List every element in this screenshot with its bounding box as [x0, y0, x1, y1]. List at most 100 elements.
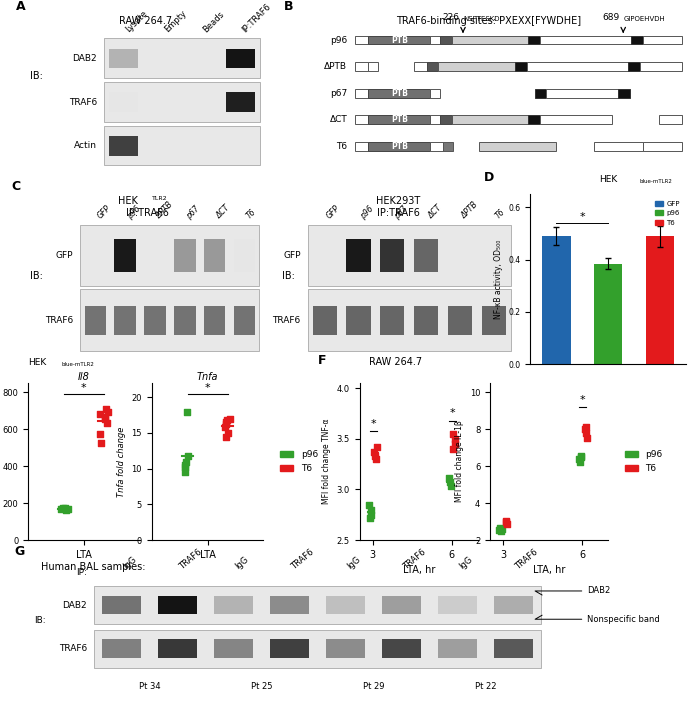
FancyBboxPatch shape: [214, 640, 253, 658]
Text: IgG: IgG: [457, 555, 474, 571]
Point: [179, 462, 190, 473]
FancyBboxPatch shape: [643, 35, 682, 45]
Text: IgG: IgG: [346, 555, 363, 571]
FancyBboxPatch shape: [104, 125, 260, 165]
FancyBboxPatch shape: [326, 640, 365, 658]
FancyBboxPatch shape: [368, 89, 430, 98]
Point: [573, 454, 584, 465]
Point: [102, 406, 113, 418]
FancyBboxPatch shape: [225, 92, 255, 112]
Text: blue-mTLR2: blue-mTLR2: [62, 362, 94, 367]
Point: [222, 415, 233, 426]
Text: Actin: Actin: [74, 141, 97, 150]
Point: [221, 417, 232, 428]
Text: Pt 25: Pt 25: [251, 682, 272, 691]
FancyBboxPatch shape: [494, 640, 533, 658]
FancyBboxPatch shape: [631, 35, 643, 45]
Point: [181, 406, 193, 417]
FancyBboxPatch shape: [308, 225, 510, 286]
Text: GFP: GFP: [56, 251, 74, 260]
Point: [500, 516, 511, 527]
Text: Lysate: Lysate: [124, 9, 149, 34]
FancyBboxPatch shape: [452, 35, 528, 45]
Point: [94, 408, 106, 420]
Point: [448, 428, 459, 440]
Text: 689: 689: [602, 13, 620, 22]
Text: *: *: [81, 383, 87, 393]
Text: TRAF6: TRAF6: [45, 316, 74, 325]
FancyBboxPatch shape: [355, 89, 368, 98]
Point: [581, 428, 592, 439]
Text: 226: 226: [442, 13, 459, 22]
Text: IP:TRAF6: IP:TRAF6: [240, 2, 272, 34]
Text: T6: T6: [336, 142, 347, 151]
Point: [220, 419, 232, 430]
Text: p67: p67: [185, 204, 202, 220]
Text: PTB: PTB: [391, 89, 407, 98]
FancyBboxPatch shape: [540, 35, 631, 45]
FancyBboxPatch shape: [659, 116, 682, 124]
Text: NSPTESKDI: NSPTESKDI: [463, 16, 501, 22]
Text: Pt 34: Pt 34: [139, 682, 160, 691]
Text: TRAF6: TRAF6: [513, 547, 540, 571]
Y-axis label: Tnfa fold change: Tnfa fold change: [117, 426, 126, 497]
Text: TRAF6: TRAF6: [401, 547, 428, 571]
Bar: [542, 236, 570, 364]
FancyBboxPatch shape: [214, 596, 253, 614]
Text: IP:TRAF6: IP:TRAF6: [377, 208, 420, 218]
Text: B: B: [284, 0, 294, 13]
Point: [369, 446, 380, 457]
Point: [220, 431, 232, 442]
FancyBboxPatch shape: [380, 306, 405, 335]
FancyBboxPatch shape: [380, 240, 405, 272]
FancyBboxPatch shape: [174, 240, 195, 272]
Point: [179, 459, 190, 471]
Point: [444, 476, 456, 488]
Point: [581, 432, 592, 444]
Text: p96: p96: [125, 204, 142, 220]
FancyBboxPatch shape: [448, 306, 472, 335]
FancyBboxPatch shape: [547, 89, 618, 98]
Point: [182, 450, 193, 462]
FancyBboxPatch shape: [104, 82, 260, 121]
Text: IB:: IB:: [281, 271, 295, 281]
Text: D: D: [484, 171, 494, 184]
Text: GFP: GFP: [325, 203, 342, 220]
FancyBboxPatch shape: [355, 62, 368, 71]
FancyBboxPatch shape: [158, 640, 197, 658]
Text: HEK293T: HEK293T: [377, 196, 421, 206]
Point: [494, 522, 505, 533]
FancyBboxPatch shape: [440, 35, 452, 45]
Point: [100, 411, 111, 423]
Text: GFP: GFP: [284, 251, 301, 260]
Point: [450, 438, 461, 450]
Point: [370, 453, 382, 464]
Text: *: *: [580, 395, 585, 405]
FancyBboxPatch shape: [368, 62, 378, 71]
Point: [99, 413, 110, 425]
FancyBboxPatch shape: [438, 62, 515, 71]
Point: [369, 450, 380, 462]
Legend: GFP, p96, T6: GFP, p96, T6: [652, 198, 682, 228]
Point: [102, 417, 113, 428]
Point: [363, 499, 374, 510]
Text: ΔPTB: ΔPTB: [460, 201, 480, 220]
FancyBboxPatch shape: [594, 142, 643, 151]
Text: p96: p96: [358, 204, 375, 220]
Text: *: *: [370, 418, 376, 429]
Text: IP:: IP:: [76, 568, 88, 577]
Point: [95, 437, 106, 449]
Text: IgG: IgG: [122, 555, 139, 571]
Point: [180, 467, 191, 478]
Legend: p96, T6: p96, T6: [280, 450, 318, 473]
Text: TLR2: TLR2: [152, 196, 168, 201]
Point: [443, 473, 454, 484]
Text: GIPOEHVDH: GIPOEHVDH: [623, 16, 665, 22]
FancyBboxPatch shape: [115, 306, 136, 335]
FancyBboxPatch shape: [526, 62, 628, 71]
Point: [448, 443, 459, 454]
Text: p67: p67: [392, 204, 409, 220]
FancyBboxPatch shape: [368, 35, 430, 45]
FancyBboxPatch shape: [94, 586, 541, 624]
FancyBboxPatch shape: [414, 306, 438, 335]
